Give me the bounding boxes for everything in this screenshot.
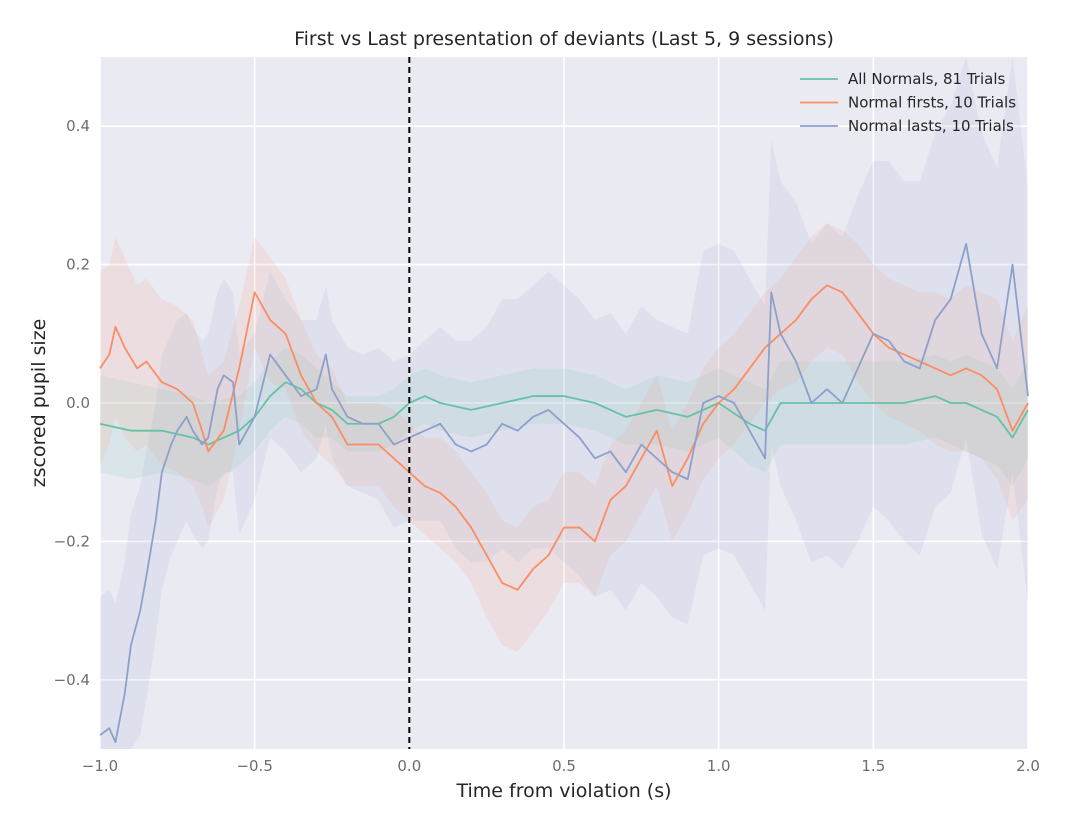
x-tick-label: 0.5 [552,757,576,775]
legend: All Normals, 81 Trials Normal firsts, 10 … [800,70,1016,135]
x-tick-label: −0.5 [236,757,272,775]
confidence-band-2 [100,223,1028,653]
y-tick-label: −0.2 [54,532,90,550]
x-tick-label: −1.0 [82,757,118,775]
x-tick-label: 0.0 [397,757,421,775]
y-tick-label: −0.4 [54,671,90,689]
series-lines [99,242,1029,743]
legend-entry: All Normals, 81 Trials [848,70,1005,88]
series-line-3 [99,242,1029,743]
x-tick-label: 1.0 [707,757,731,775]
series-line-2 [99,284,1029,591]
x-tick-label: 1.5 [861,757,885,775]
chart-title: First vs Last presentation of deviants (… [294,28,834,50]
series-line-1 [99,381,1029,446]
legend-entry: Normal lasts, 10 Trials [848,117,1014,135]
x-tick-label: 2.0 [1016,757,1040,775]
x-tick-labels: −1.0 −0.5 0.0 0.5 1.0 1.5 2.0 [82,757,1040,775]
y-tick-label: 0.4 [66,117,90,135]
y-tick-label: 0.2 [66,256,90,274]
confidence-bands [100,57,1028,749]
x-axis-label: Time from violation (s) [455,780,671,802]
y-tick-labels: −0.4 −0.2 0.0 0.2 0.4 [54,117,90,689]
confidence-band-3 [100,57,1028,749]
confidence-band-1 [100,347,1028,487]
y-tick-label: 0.0 [66,394,90,412]
legend-entry: Normal firsts, 10 Trials [848,94,1016,112]
y-axis-label: zscored pupil size [28,319,50,488]
